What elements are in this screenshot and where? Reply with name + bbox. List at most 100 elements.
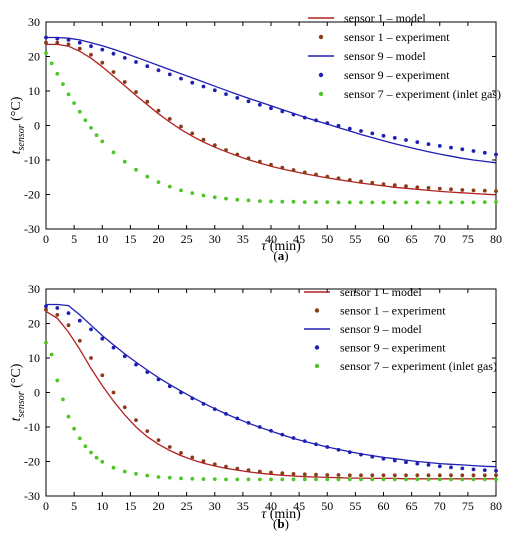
y-tick-label: -10: [24, 153, 40, 167]
x-tick-label: 30: [209, 232, 221, 246]
x-tick-label: 20: [153, 499, 165, 513]
data-point: [156, 108, 161, 113]
series-sensor-7-experiment-inlet-gas: [44, 340, 498, 482]
data-point: [66, 42, 71, 47]
y-tick-label: -30: [24, 222, 40, 236]
data-point: [302, 439, 307, 443]
y-tick-label: 30: [28, 282, 40, 296]
data-point: [302, 200, 307, 205]
data-point: [49, 352, 54, 357]
data-point: [49, 61, 54, 66]
x-tick-label: 40: [265, 499, 277, 513]
y-tick-label: 20: [28, 50, 40, 64]
data-point: [347, 477, 352, 482]
y-tick-label: -20: [24, 188, 40, 202]
data-point: [94, 133, 99, 138]
data-point: [94, 455, 99, 460]
data-point: [111, 150, 116, 155]
data-point: [381, 473, 386, 478]
data-point: [291, 112, 296, 117]
data-point: [359, 452, 363, 457]
data-point: [302, 472, 307, 477]
series-line: [46, 36, 497, 164]
panel-label: (a): [273, 248, 288, 263]
data-point: [145, 99, 150, 104]
data-point: [111, 345, 116, 350]
data-point: [392, 473, 397, 478]
y-axis-label: tsensor (°C): [9, 363, 27, 421]
data-point: [325, 121, 330, 125]
data-point: [314, 442, 318, 447]
data-point: [100, 459, 105, 464]
data-point: [179, 76, 183, 81]
data-point: [100, 47, 105, 52]
data-point: [77, 338, 82, 343]
data-point: [494, 477, 498, 482]
data-point: [190, 476, 195, 481]
y-tick-label: 0: [34, 386, 40, 400]
y-tick-label: -30: [24, 489, 40, 503]
data-point: [381, 182, 386, 187]
data-point: [471, 477, 476, 482]
data-point: [145, 174, 150, 179]
data-point: [235, 466, 240, 471]
series-line: [46, 43, 497, 196]
legend-label: sensor 9 – experiment: [340, 341, 446, 355]
data-point: [437, 186, 442, 191]
x-tick-label: 25: [181, 232, 193, 246]
data-point: [269, 199, 273, 204]
data-point: [370, 454, 375, 459]
data-point: [156, 475, 161, 479]
x-tick-label: 30: [209, 499, 221, 513]
data-point: [55, 378, 60, 383]
data-point: [325, 445, 330, 449]
data-point: [167, 475, 172, 480]
x-tick-label: 50: [321, 232, 333, 246]
legend-entry: sensor 9 – model: [304, 322, 422, 336]
data-point: [122, 80, 127, 84]
data-point: [212, 407, 217, 411]
data-point: [415, 200, 420, 205]
legend-entry: sensor 9 – experiment: [314, 341, 446, 355]
data-point: [145, 370, 150, 374]
data-point: [179, 390, 183, 395]
data-point: [347, 126, 352, 131]
data-point: [460, 477, 465, 482]
data-point: [44, 35, 48, 40]
data-point: [482, 468, 487, 472]
data-point: [224, 92, 228, 96]
data-point: [89, 126, 93, 130]
data-point: [134, 167, 138, 172]
data-point: [100, 139, 105, 144]
data-point: [77, 109, 82, 114]
legend-dot-swatch: [314, 345, 320, 350]
y-tick-label: -20: [24, 455, 40, 469]
data-point: [280, 477, 285, 482]
data-point: [336, 123, 341, 128]
x-tick-label: 80: [490, 232, 502, 246]
data-point: [336, 176, 341, 181]
x-tick-label: 75: [462, 499, 474, 513]
x-tick-label: 70: [434, 499, 446, 513]
data-point: [167, 384, 172, 389]
data-point: [314, 172, 318, 177]
data-point: [201, 459, 206, 464]
data-point: [269, 162, 273, 167]
series-sensor-1-experiment: [44, 40, 498, 194]
data-point: [415, 461, 420, 466]
data-point: [246, 198, 251, 203]
data-point: [44, 40, 48, 45]
data-point: [482, 473, 487, 478]
data-point: [89, 44, 93, 49]
data-point: [437, 144, 442, 148]
data-point: [347, 200, 352, 205]
data-point: [460, 188, 465, 192]
y-tick-label: 10: [28, 84, 40, 98]
data-point: [167, 72, 172, 77]
data-point: [336, 477, 341, 482]
data-point: [156, 68, 161, 73]
x-tick-label: 0: [43, 499, 49, 513]
y-tick-label: 30: [28, 15, 40, 29]
x-tick-label: 40: [265, 232, 277, 246]
x-tick-label: 35: [237, 232, 249, 246]
